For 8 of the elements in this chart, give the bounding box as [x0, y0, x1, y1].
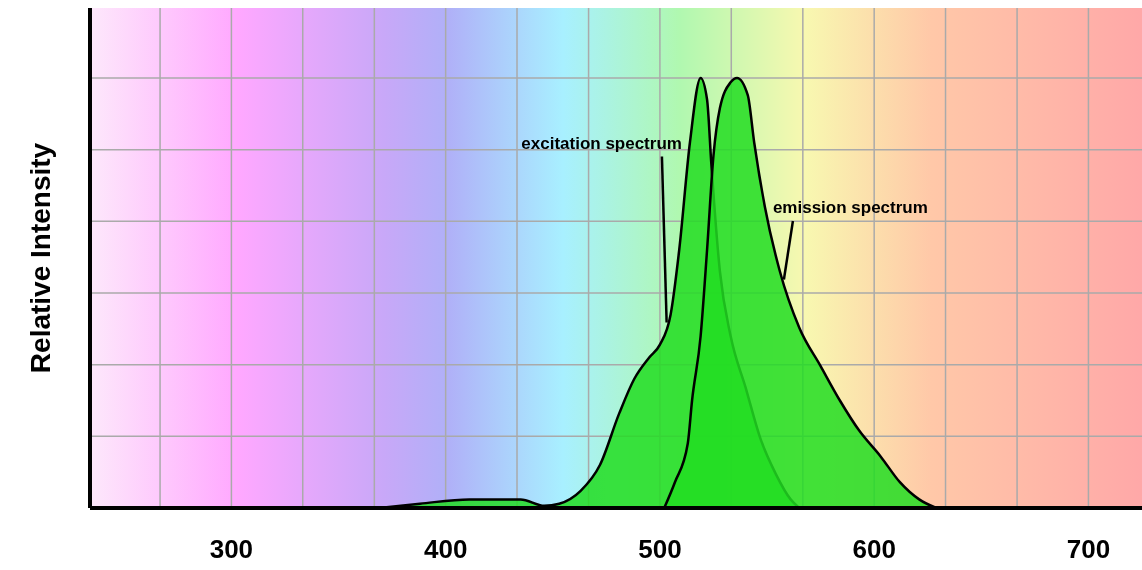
series-label: excitation spectrum — [521, 133, 682, 153]
y-axis-title: Relative Intensity — [25, 142, 56, 374]
x-tick-label: 600 — [852, 534, 896, 564]
series-label: emission spectrum — [772, 198, 928, 217]
x-tick-label: 400 — [423, 534, 468, 564]
x-tick-label: 700 — [1066, 534, 1111, 564]
x-tick-label: 300 — [209, 534, 254, 564]
x-tick-label: 500 — [638, 534, 682, 564]
